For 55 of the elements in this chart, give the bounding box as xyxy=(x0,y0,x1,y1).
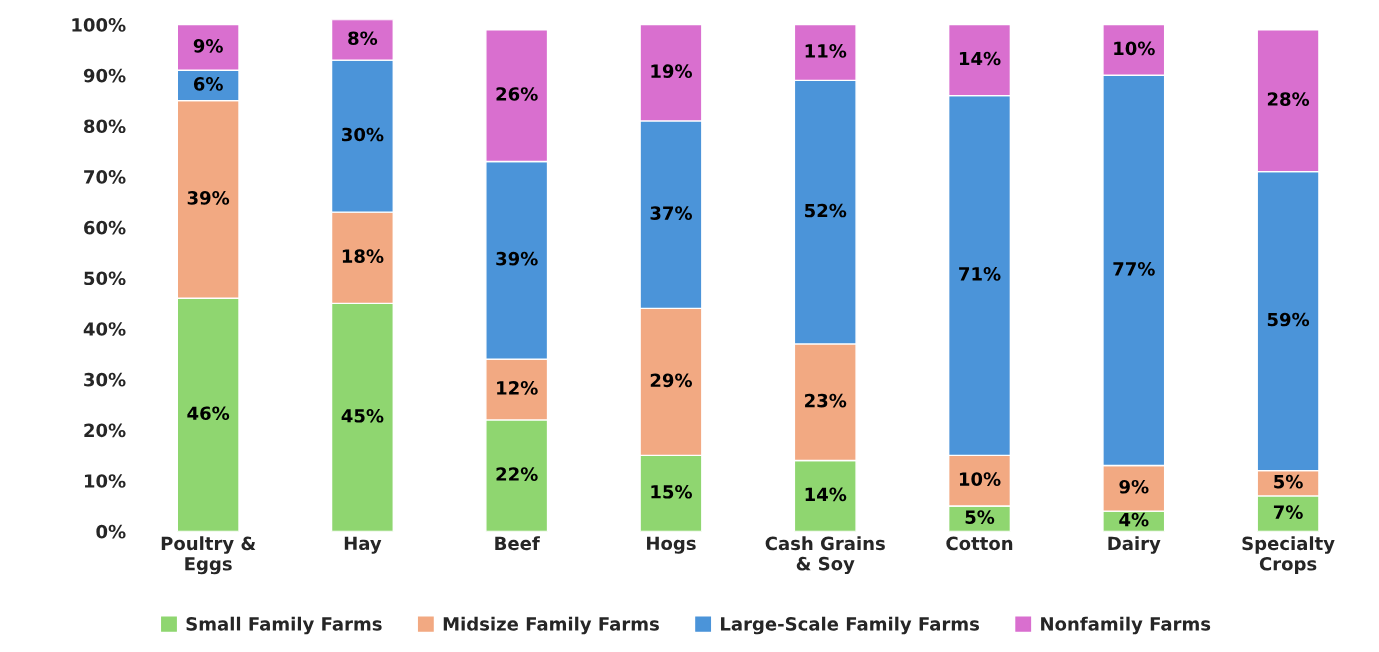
data-label: 59% xyxy=(1267,312,1310,327)
y-tick-label: 20% xyxy=(84,423,126,438)
data-label: 28% xyxy=(1267,92,1310,106)
data-label: 26% xyxy=(496,87,538,101)
data-label: 6% xyxy=(193,77,223,91)
y-tick-label: 40% xyxy=(83,322,126,336)
data-label: 71% xyxy=(959,267,1001,281)
x-tick-label: Beef xyxy=(495,536,540,551)
legend-label: Large-Scale Family Farms xyxy=(721,616,980,635)
data-label: 19% xyxy=(651,64,692,79)
data-label: 10% xyxy=(1114,41,1155,56)
data-label: 37% xyxy=(650,206,692,220)
data-label: 39% xyxy=(496,251,538,266)
x-tick-label: Dairy xyxy=(1108,536,1161,554)
data-label: 9% xyxy=(1119,479,1149,494)
data-label: 12% xyxy=(497,381,538,395)
data-label: 30% xyxy=(342,127,384,142)
data-label: 11% xyxy=(805,44,847,58)
data-label: 77% xyxy=(1113,261,1155,276)
x-tick-label: Cash Grains & Soy xyxy=(765,536,885,575)
y-tick-label: 0% xyxy=(96,524,126,539)
data-label: 8% xyxy=(348,31,378,46)
data-label: 14% xyxy=(959,51,1001,66)
legend-label: Nonfamily Farms xyxy=(1041,616,1211,635)
data-label: 45% xyxy=(341,408,384,423)
x-tick-label: Specialty Crops xyxy=(1242,536,1335,575)
y-tick-label: 10% xyxy=(84,474,126,488)
x-tick-label: Hay xyxy=(344,536,382,554)
y-tick-label: 30% xyxy=(84,372,126,387)
data-label: 18% xyxy=(342,249,384,263)
data-label: 4% xyxy=(1119,512,1149,527)
data-label: 10% xyxy=(959,472,1001,486)
data-label: 23% xyxy=(805,393,847,408)
data-label: 7% xyxy=(1273,505,1303,519)
y-tick-label: 50% xyxy=(84,271,126,286)
data-label: 52% xyxy=(805,203,847,218)
data-label: 46% xyxy=(187,406,230,421)
data-label: 15% xyxy=(651,484,692,499)
y-tick-label: 80% xyxy=(84,119,126,134)
data-label: 22% xyxy=(496,467,538,481)
x-tick-label: Cotton xyxy=(946,536,1013,551)
y-tick-label: 70% xyxy=(84,170,126,184)
data-label: 39% xyxy=(187,191,230,205)
x-tick-label: Poultry & Eggs xyxy=(161,536,256,575)
data-label: 9% xyxy=(193,39,223,53)
y-tick-label: 100% xyxy=(72,18,126,32)
y-tick-label: 90% xyxy=(83,68,126,83)
data-label: 5% xyxy=(965,510,995,524)
y-tick-label: 60% xyxy=(84,220,126,235)
legend-label: Midsize Family Farms xyxy=(443,616,659,635)
legend-label: Small Family Farms xyxy=(186,616,382,635)
data-label: 14% xyxy=(805,487,847,502)
x-tick-label: Hogs xyxy=(647,536,696,554)
data-label: 5% xyxy=(1274,474,1303,489)
data-label: 29% xyxy=(650,373,692,388)
